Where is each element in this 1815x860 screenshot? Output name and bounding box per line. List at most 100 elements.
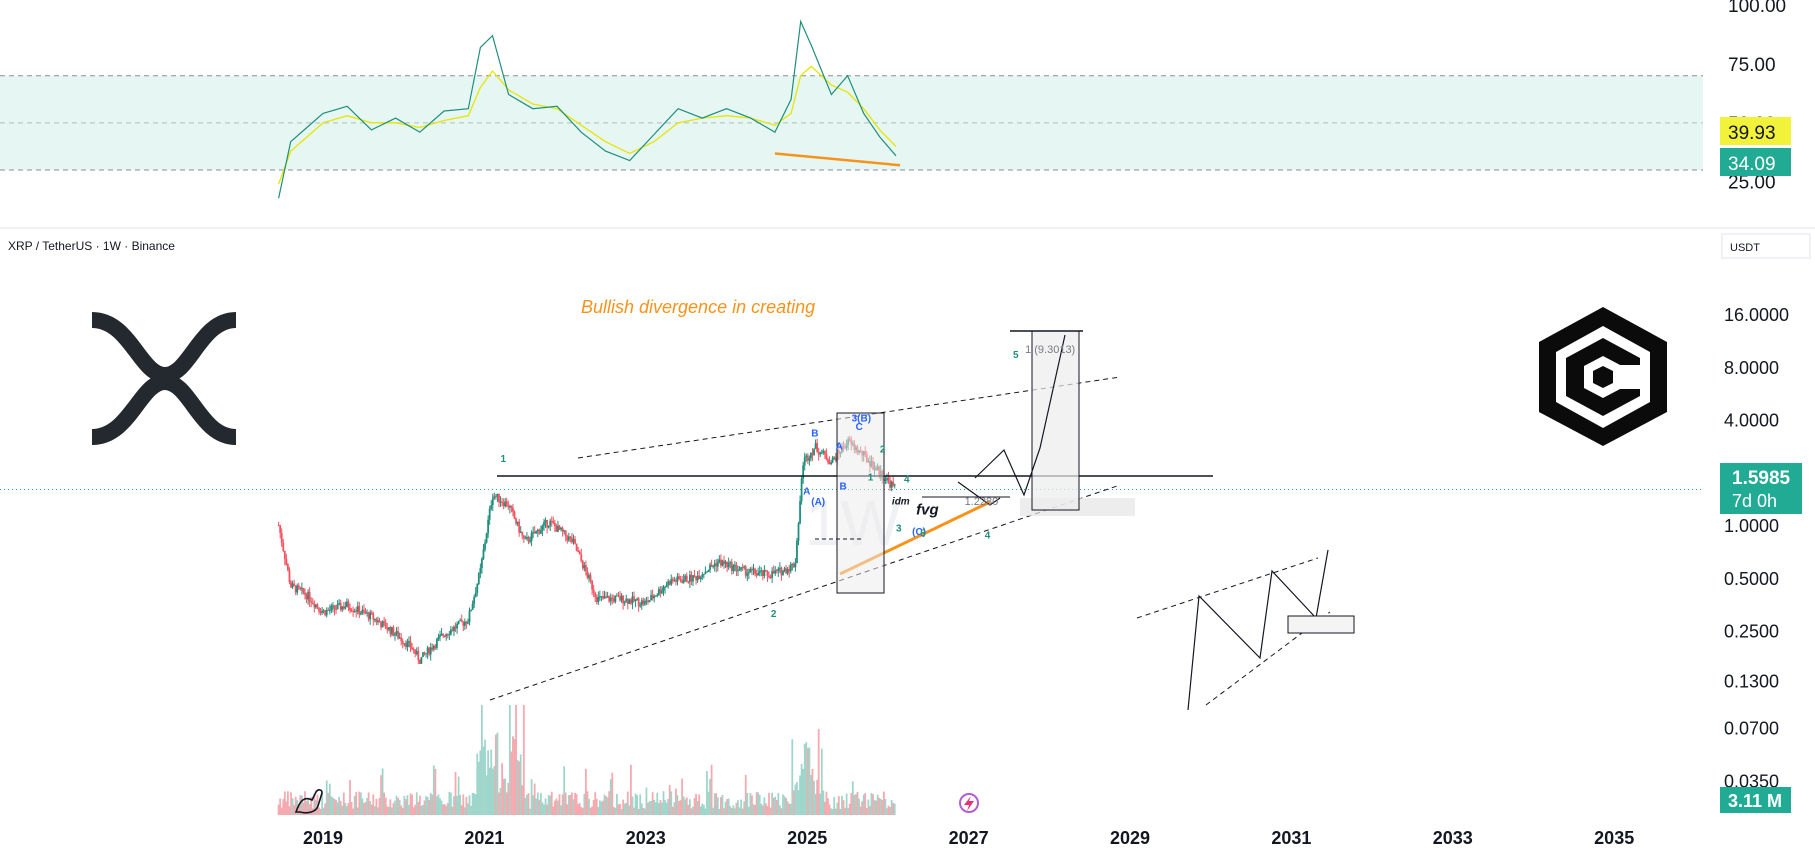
lightning-icon[interactable] [959, 793, 979, 813]
candle-body [347, 601, 350, 608]
volume-bar [870, 793, 873, 815]
rsi-divergence-line[interactable] [774, 152, 901, 167]
volume-bar [473, 793, 476, 815]
wave-label: A [803, 486, 810, 497]
volume-bar [505, 792, 508, 815]
volume-bar [572, 799, 575, 815]
volume-bar [716, 797, 719, 815]
wave-label: 1 (9.3013) [1025, 344, 1075, 356]
volume-bar [788, 803, 791, 815]
volume-bar [557, 800, 559, 815]
volume-bar [300, 795, 303, 815]
candle-body [381, 621, 384, 628]
scenario-sketch[interactable] [1136, 549, 1355, 711]
volume-bar [578, 802, 581, 815]
candle-body [330, 606, 333, 610]
candle-body [498, 493, 500, 503]
candle-body [296, 585, 299, 593]
volume-bar [470, 805, 472, 815]
candle-body [550, 520, 553, 522]
candle-body [336, 604, 339, 610]
volume-bar [608, 791, 611, 815]
candle-body [401, 641, 404, 644]
candle-body [283, 551, 286, 560]
candle-body [428, 647, 431, 655]
accumulation-box[interactable] [836, 412, 885, 594]
candle-body [597, 596, 600, 603]
volume-bar [868, 806, 871, 815]
volume-bar [837, 796, 840, 815]
volume-bar [507, 782, 510, 815]
candle-body [521, 531, 524, 536]
volume-bar [605, 796, 607, 815]
volume-bar [563, 766, 566, 815]
volume-bar [817, 729, 820, 815]
volume-bar [294, 796, 297, 815]
volume-bar [626, 791, 629, 815]
volume-bar [526, 794, 528, 815]
price-y-tick: 0.5000 [1724, 569, 1779, 589]
volume-bar [710, 764, 713, 815]
volume-bar [453, 796, 455, 815]
volume-bar [763, 797, 766, 815]
volume-bar [830, 808, 832, 815]
rsi-value-badge [1720, 148, 1791, 176]
candle-body [527, 536, 530, 542]
rsi-line[interactable] [278, 19, 897, 199]
wave-label: idm [892, 497, 910, 508]
current-price-label: 1.5985 [1732, 468, 1791, 489]
candle-body [560, 527, 562, 530]
candle-body [339, 602, 342, 610]
candle-body [678, 576, 680, 579]
volume-bar [282, 798, 285, 815]
candle-body [311, 602, 314, 604]
candle-body [667, 581, 670, 586]
volume-bar [491, 768, 494, 815]
time-x-axis[interactable]: 2019 2021 2023 2025 2027 2029 2031 2033 2035 [303, 828, 1634, 848]
projected-path-2[interactable] [957, 481, 1001, 506]
target-box[interactable] [1031, 330, 1080, 511]
currency-button[interactable] [1721, 233, 1811, 259]
candle-body [670, 579, 673, 585]
candle-body [563, 530, 566, 532]
candle-body [429, 647, 432, 655]
volume-bar [671, 806, 674, 815]
volume-bar [401, 807, 404, 815]
price-y-axis[interactable]: 16.00008.00004.00002.00001.00000.50000.2… [1724, 305, 1789, 791]
candle-body [806, 455, 809, 461]
volume-bar [792, 790, 795, 815]
volume-bar [555, 798, 558, 815]
volume-bar [547, 795, 550, 815]
candle-body [574, 539, 576, 544]
volume-bar [834, 808, 837, 815]
volume-bar [806, 748, 809, 815]
candle-body [328, 609, 331, 611]
volume-bar [561, 794, 564, 815]
candle-body [546, 520, 548, 528]
rsi-ma-line[interactable] [277, 65, 897, 185]
volume-bar [553, 800, 556, 815]
volume-bar [318, 807, 320, 815]
bullish-divergence-annotation[interactable]: Bullish divergence in creating [581, 297, 815, 317]
candle-body [288, 570, 291, 583]
candle-body [789, 564, 792, 572]
volume-bar [429, 792, 432, 815]
xrp-logo [91, 312, 238, 445]
volume-bar [366, 798, 368, 815]
dinosaur-icon[interactable] [294, 789, 323, 814]
volume-bar [406, 795, 409, 815]
volume-bar [855, 794, 857, 815]
volume-bar [345, 806, 348, 815]
candle-body [302, 587, 305, 593]
candle-body [375, 618, 378, 623]
candle-body [692, 575, 694, 582]
volume-bar [771, 792, 774, 815]
price-candles[interactable] [277, 435, 896, 665]
volume-bar [676, 795, 679, 815]
candle-body [780, 567, 783, 576]
projected-path[interactable] [974, 334, 1066, 497]
volume-bar [580, 807, 583, 815]
